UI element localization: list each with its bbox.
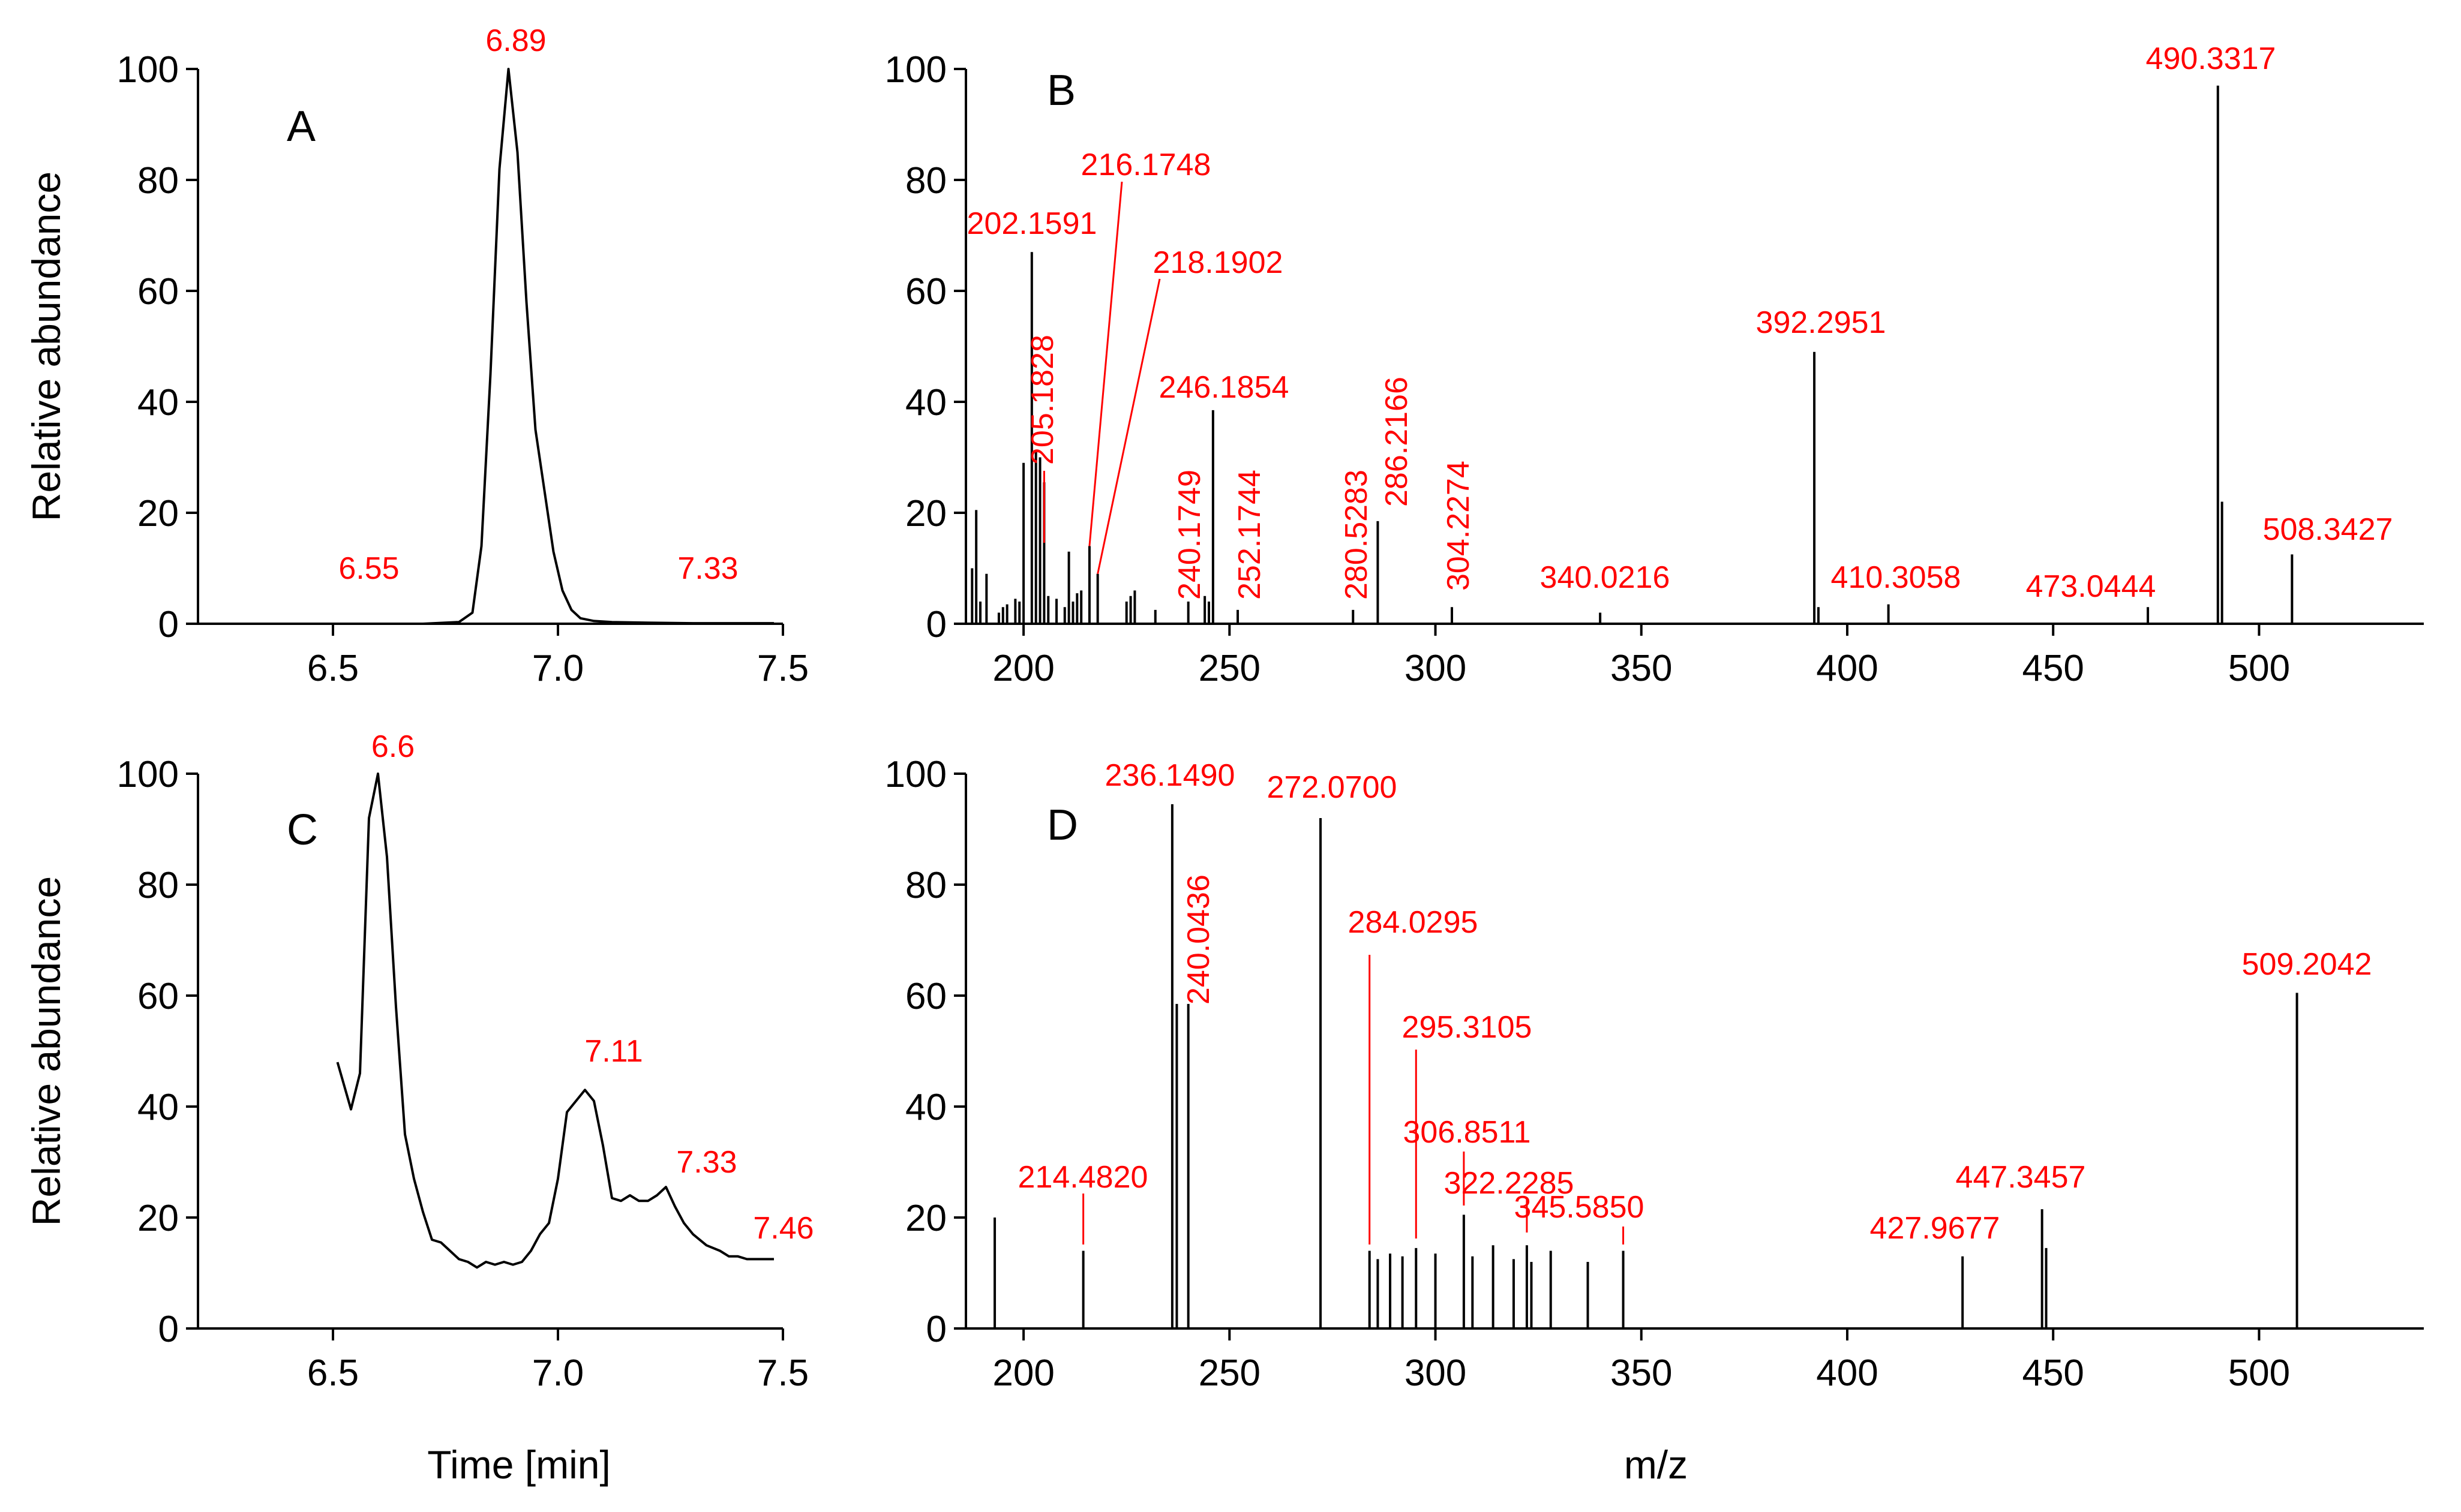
y-tick-label: 20 xyxy=(905,1198,947,1239)
x-tick-label: 350 xyxy=(1610,1352,1672,1394)
x-tick-label: 500 xyxy=(2228,1352,2290,1394)
y-tick-label: 60 xyxy=(137,271,179,312)
x-tick-label: 250 xyxy=(1199,648,1260,689)
peak-annotation: 284.0295 xyxy=(1348,905,1478,940)
x-tick-label: 200 xyxy=(992,1352,1054,1394)
x-tick-label: 500 xyxy=(2228,648,2290,689)
peak-annotation: 246.1854 xyxy=(1159,370,1289,405)
peak-annotation: 509.2042 xyxy=(2242,947,2372,982)
peak-annotation: 427.9677 xyxy=(1870,1211,2000,1246)
x-tick-label: 7.0 xyxy=(532,1352,584,1394)
x-tick-label: 450 xyxy=(2022,648,2084,689)
y-tick-label: 100 xyxy=(117,754,179,795)
x-tick-label: 450 xyxy=(2022,1352,2084,1394)
x-axis-label-time: Time [min] xyxy=(427,1442,611,1487)
peak-annotation: 286.2166 xyxy=(1379,377,1414,507)
peak-annotation: 410.3058 xyxy=(1831,560,1961,595)
x-tick-label: 7.5 xyxy=(757,1352,809,1394)
y-axis-label: Relative abundance xyxy=(24,172,68,521)
peak-annotation: 218.1902 xyxy=(1153,245,1283,280)
peak-annotation: 7.46 xyxy=(753,1211,814,1246)
panel-label: C xyxy=(287,806,318,854)
x-tick-label: 7.5 xyxy=(757,648,809,689)
panel-b: 0 20 40 60 80 100 200 250 300 350 400 450 500 B 202.15… xyxy=(885,41,2424,689)
series-line xyxy=(336,772,774,1269)
peak-annotation: 240.0436 xyxy=(1181,874,1216,1005)
y-axis-label: Relative abundance xyxy=(24,876,68,1226)
peak-annotation: 473.0444 xyxy=(2026,569,2156,604)
peak-annotation: 295.3105 xyxy=(1402,1010,1532,1045)
series-line xyxy=(337,68,774,625)
peak-annotation: 7.33 xyxy=(677,551,738,586)
y-tick-label: 80 xyxy=(905,160,947,202)
peak-annotation: 280.5283 xyxy=(1339,470,1374,600)
peak-annotation: 214.4820 xyxy=(1018,1160,1148,1195)
peak-annotation: 252.1744 xyxy=(1232,470,1267,600)
x-tick-label: 6.5 xyxy=(307,1352,359,1394)
y-tick-label: 80 xyxy=(137,160,179,202)
leader-line xyxy=(1097,278,1161,575)
y-tick-label: 100 xyxy=(117,49,179,91)
panel-label: D xyxy=(1047,801,1078,849)
peak-annotation: 272.0700 xyxy=(1267,770,1397,805)
y-tick-label: 40 xyxy=(137,1087,179,1128)
peak-annotation: 216.1748 xyxy=(1081,148,1211,182)
x-axis-label-mz: m/z xyxy=(1624,1442,1688,1487)
x-tick-label: 400 xyxy=(1816,648,1878,689)
peak-annotation: 322.2285 xyxy=(1444,1166,1574,1201)
x-tick-label: 300 xyxy=(1404,1352,1466,1394)
panel-d: 0 20 40 60 80 100 200 250 300 350 400 450 500 D 214.48… xyxy=(885,754,2424,1394)
peak-annotation: 490.3317 xyxy=(2146,41,2276,76)
peak-annotation: 306.8511 xyxy=(1403,1115,1530,1150)
y-tick-label: 20 xyxy=(137,493,179,534)
x-tick-label: 350 xyxy=(1610,648,1672,689)
x-tick-label: 400 xyxy=(1816,1352,1878,1394)
panel-a: 0 20 40 60 80 100 6.5 7.0 7.5 A Relative abundance… xyxy=(24,23,809,689)
y-tick-label: 0 xyxy=(926,1309,947,1350)
x-tick-label: 6.5 xyxy=(307,648,359,689)
peak-annotation: 240.1749 xyxy=(1172,470,1207,600)
y-tick-label: 0 xyxy=(158,604,179,645)
y-tick-label: 60 xyxy=(905,976,947,1017)
peak-annotation: 392.2951 xyxy=(1756,305,1886,340)
y-tick-label: 60 xyxy=(905,271,947,312)
peak-annotation: 202.1591 xyxy=(967,206,1097,241)
y-tick-label: 100 xyxy=(885,49,947,91)
peak-annotation: 205.1828 xyxy=(1025,335,1060,465)
x-tick-label: 250 xyxy=(1199,1352,1260,1394)
y-tick-label: 60 xyxy=(137,976,179,1017)
y-tick-label: 0 xyxy=(158,1309,179,1350)
peak-annotation: 6.55 xyxy=(338,551,399,586)
leader-line xyxy=(1088,181,1123,546)
panel-label: A xyxy=(287,103,316,151)
y-tick-label: 40 xyxy=(137,382,179,423)
peak-annotation: 304.2274 xyxy=(1441,461,1476,591)
peak-annotation: 508.3427 xyxy=(2263,512,2393,547)
peak-annotation: 345.5850 xyxy=(1514,1190,1644,1225)
y-tick-label: 0 xyxy=(926,604,947,645)
peak-annotation: 7.11 xyxy=(584,1034,643,1069)
y-tick-label: 20 xyxy=(905,493,947,534)
y-tick-label: 20 xyxy=(137,1198,179,1239)
peak-annotation: 6.6 xyxy=(371,729,415,764)
peak-annotation: 6.89 xyxy=(485,23,546,58)
x-tick-label: 300 xyxy=(1404,648,1466,689)
peak-annotation: 236.1490 xyxy=(1105,758,1235,793)
y-tick-label: 80 xyxy=(905,865,947,906)
x-tick-label: 200 xyxy=(992,648,1054,689)
y-tick-label: 100 xyxy=(885,754,947,795)
peak-annotation: 7.33 xyxy=(676,1145,737,1180)
peak-annotation: 447.3457 xyxy=(1956,1160,2086,1195)
y-tick-label: 40 xyxy=(905,1087,947,1128)
x-tick-label: 7.0 xyxy=(532,648,584,689)
panel-c: 0 20 40 60 80 100 6.5 7.0 7.5 C Relative abundance… xyxy=(24,729,814,1394)
peak-annotation: 340.0216 xyxy=(1540,560,1670,595)
y-tick-label: 40 xyxy=(905,382,947,423)
panel-label: B xyxy=(1047,67,1076,115)
y-tick-label: 80 xyxy=(137,865,179,906)
